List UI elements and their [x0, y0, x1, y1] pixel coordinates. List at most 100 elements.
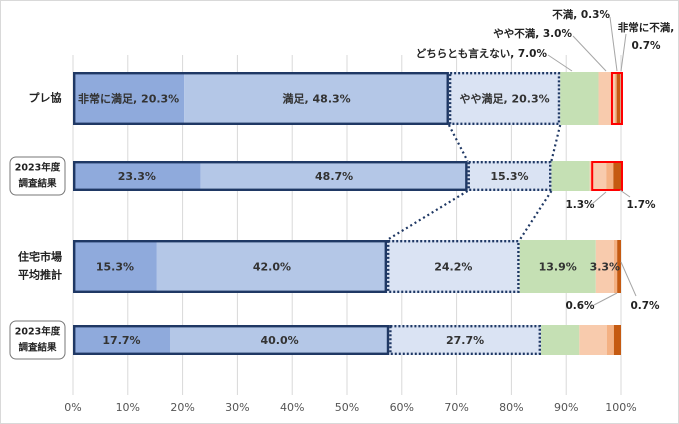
data-label: 42.0%: [253, 261, 291, 274]
bar-segment: [551, 161, 590, 191]
bar-segment: [595, 240, 614, 293]
bar-segment: [617, 240, 621, 293]
leader-line: [572, 35, 607, 72]
bar-segment: [387, 240, 520, 293]
data-label: 40.0%: [261, 334, 299, 347]
data-label: 15.3%: [490, 170, 528, 183]
leader-line: [609, 16, 618, 72]
x-tick-label: 50%: [335, 401, 359, 414]
bar-segment: [613, 161, 623, 191]
bar-segment: [389, 325, 541, 355]
x-tick-label: 90%: [554, 401, 578, 414]
x-tick-label: 0%: [64, 401, 81, 414]
data-label: 13.9%: [539, 261, 577, 274]
callout-box: [591, 161, 623, 191]
bar-segment: [589, 161, 607, 191]
x-tick-label: 30%: [225, 401, 249, 414]
bar-segment: [73, 72, 185, 125]
annotation-label: 0.6%: [565, 300, 595, 312]
x-tick-label: 100%: [605, 401, 636, 414]
dotted-outline: [467, 160, 552, 191]
x-tick-label: 80%: [499, 401, 523, 414]
leader-line: [593, 292, 618, 306]
dotted-outline: [389, 325, 541, 356]
leader-line: [591, 191, 607, 205]
data-label: やや満足, 20.3%: [459, 92, 549, 106]
bar-segment: [200, 161, 468, 191]
data-label: 15.3%: [96, 261, 134, 274]
connector-line: [447, 124, 469, 162]
bar-segment: [73, 240, 157, 293]
connector-line: [386, 190, 469, 241]
connector-line: [518, 190, 553, 241]
data-label: 満足, 48.3%: [283, 92, 351, 106]
data-label: 23.3%: [118, 170, 156, 183]
bar-segment: [156, 240, 388, 293]
leader-line: [620, 261, 637, 297]
bar-segment: [73, 161, 201, 191]
data-label: 48.7%: [315, 170, 353, 183]
leader-line: [620, 33, 627, 72]
data-label: 27.7%: [446, 334, 484, 347]
highlight-outlines: [72, 71, 623, 356]
x-tick-label: 20%: [170, 401, 194, 414]
bar-segment: [606, 325, 614, 355]
annotation-label: どちらとも言えない, 7.0%: [416, 47, 548, 60]
annotation-label: 0.7%: [630, 300, 660, 312]
category-label: 2023年度: [15, 162, 61, 174]
data-label: 非常に満足, 20.3%: [78, 92, 179, 106]
x-tick-label: 70%: [444, 401, 468, 414]
leader-line: [547, 54, 573, 72]
annotations: どちらとも言えない, 7.0% やや不満, 3.0% 不満, 0.3% 非常に不満, 0…: [416, 8, 675, 312]
bar-segment: [613, 325, 621, 355]
data-label: 24.2%: [434, 261, 472, 274]
connector-line: [550, 124, 562, 162]
category-label: 平均推計: [18, 268, 62, 282]
bar-segment: [616, 72, 621, 125]
x-tick-label: 40%: [280, 401, 304, 414]
bar-segment: [519, 240, 596, 293]
annotation-label: 1.3%: [565, 199, 595, 211]
annotation-label: 0.7%: [631, 40, 661, 52]
category-box: [9, 320, 66, 360]
leader-line: [619, 189, 631, 198]
annotation-label: 不満, 0.3%: [552, 8, 610, 21]
category-label: プレ協: [29, 91, 62, 105]
bar-segment: [184, 72, 449, 125]
solid-outline: [72, 160, 468, 191]
data-label: 3.3%: [590, 261, 621, 274]
x-tick-label: 10%: [116, 401, 140, 414]
bar-segment: [614, 72, 617, 125]
category-label: 2023年度: [15, 326, 61, 338]
dotted-outline: [387, 239, 520, 293]
category-box: [9, 156, 66, 196]
dotted-outline: [448, 71, 561, 125]
bar-segment: [606, 161, 614, 191]
bar-segment: [540, 325, 580, 355]
category-label: 調査結果: [18, 178, 57, 190]
bar-segment: [598, 72, 615, 125]
annotation-label: 非常に不満,: [618, 21, 675, 34]
solid-outline: [72, 239, 388, 293]
x-tick-label: 60%: [390, 401, 414, 414]
bar-segment: [448, 72, 561, 125]
x-axis-ticks: 0% 10% 20% 30% 40% 50% 60% 70% 80% 90% 100%: [64, 401, 636, 414]
annotation-label: 1.7%: [626, 199, 656, 211]
bar-segment: [613, 240, 618, 293]
bar-segment: [73, 325, 170, 355]
connector-lines: [386, 124, 562, 241]
solid-outline: [72, 71, 449, 125]
bar-segment: [560, 72, 599, 125]
category-label: 住宅市場: [18, 250, 62, 264]
annotation-label: やや不満, 3.0%: [493, 27, 572, 40]
solid-outline: [72, 325, 390, 356]
category-label: 調査結果: [18, 342, 57, 354]
segment-labels: 非常に満足, 20.3% 満足, 48.3% やや満足, 20.3% 23.3% 48.…: [78, 92, 620, 348]
data-label: 17.7%: [102, 334, 140, 347]
bar-segment: [169, 325, 390, 355]
bar-segment: [579, 325, 607, 355]
callout-box: [610, 72, 623, 125]
bar-segment: [467, 161, 552, 191]
